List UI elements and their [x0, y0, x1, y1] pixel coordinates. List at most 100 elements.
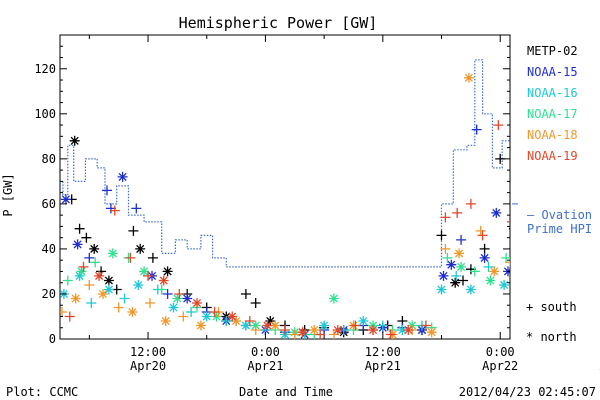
y-tick-label: 100: [34, 107, 56, 121]
data-point-south: [471, 124, 482, 135]
data-point-south: [240, 289, 251, 299]
data-point-north: [195, 320, 206, 331]
data-point-south: [477, 230, 488, 241]
data-point-south: [84, 252, 95, 263]
data-point-south: [250, 325, 261, 335]
data-point-north: [463, 72, 474, 83]
data-point-south: [350, 320, 361, 331]
data-point-north: [135, 243, 146, 254]
data-point-south: [456, 234, 467, 245]
data-point-south: [315, 329, 326, 339]
data-point-south: [178, 311, 189, 322]
y-axis-label: P [GW]: [1, 173, 15, 216]
legend: METP-02 NOAA-15 NOAA-16 NOAA-17 NOAA-18 NOAA-…: [527, 44, 578, 163]
data-point-north: [262, 320, 273, 331]
ovation-legend-label: Prime HPI: [527, 222, 592, 236]
data-point-south: [451, 270, 462, 281]
chart-title: Hemispheric Power [GW]: [179, 14, 378, 32]
data-point-south: [60, 307, 67, 317]
data-point-north: [465, 284, 476, 295]
data-point-north: [438, 270, 449, 281]
data-point-north: [89, 243, 100, 254]
y-tick-label: 0: [49, 332, 56, 346]
data-point-south: [78, 261, 89, 272]
legend-entry-metp-02: METP-02: [527, 44, 578, 58]
data-point-south: [209, 307, 220, 317]
data-point-north: [107, 248, 118, 259]
data-point-south: [440, 243, 451, 254]
data-point-north: [240, 320, 251, 331]
data-point-south: [465, 198, 476, 209]
data-point-north: [436, 284, 447, 295]
data-point-north: [127, 307, 138, 317]
data-point-south: [479, 243, 490, 254]
data-point-north: [158, 275, 169, 286]
data-point-north: [309, 325, 320, 335]
x-axis: 12:00Apr200:00Apr2112:00Apr210:00Apr2212…: [88, 35, 600, 373]
data-point-north: [94, 270, 105, 281]
data-point-north: [456, 261, 467, 272]
data-point-north: [485, 275, 496, 286]
data-point-south: [119, 293, 130, 304]
data-point-south: [174, 289, 185, 299]
data-point-north: [70, 293, 81, 304]
data-point-south: [452, 207, 463, 218]
data-point-north: [446, 259, 457, 270]
x-axis-label: Date and Time: [239, 385, 333, 399]
data-point-south: [505, 257, 510, 268]
legend-entry-noaa-17: NOAA-17: [527, 107, 578, 121]
data-point-south: [475, 225, 486, 236]
x-tick-time: 12:00: [130, 345, 166, 359]
data-point-south: [289, 329, 300, 339]
y-tick-label: 60: [42, 197, 56, 211]
data-point-south: [102, 185, 112, 196]
data-point-south: [420, 320, 431, 331]
data-point-south: [81, 232, 92, 243]
data-point-north: [182, 293, 193, 304]
y-tick-label: 20: [42, 287, 56, 301]
ovation-legend-label: – Ovation: [527, 208, 592, 222]
y-tick-label: 80: [42, 152, 56, 166]
data-point-north: [60, 194, 71, 205]
data-point-north: [74, 270, 85, 281]
data-point-north: [139, 266, 150, 277]
data-point-north: [426, 327, 437, 338]
data-point-north: [168, 302, 179, 313]
data-point-north: [368, 325, 378, 335]
data-point-south: [62, 275, 73, 286]
data-point-north: [103, 275, 114, 286]
data-point-south: [131, 203, 142, 214]
data-point-north: [227, 311, 238, 322]
data-point-north: [491, 207, 502, 218]
data-point-north: [270, 320, 281, 331]
data-point-south: [113, 302, 124, 313]
data-point-south: [250, 298, 261, 308]
data-point-north: [172, 293, 183, 304]
data-point-north: [332, 325, 343, 335]
data-point-south: [458, 275, 468, 286]
data-point-north: [69, 135, 80, 146]
data-point-north: [454, 248, 465, 259]
data-point-south: [143, 270, 153, 281]
data-point-north: [328, 293, 339, 304]
data-point-south: [483, 261, 494, 272]
data-point-north: [319, 320, 330, 331]
marker-legend-south: + south: [526, 300, 577, 314]
data-point-north: [201, 311, 212, 322]
data-point-north: [160, 316, 171, 326]
data-point-north: [72, 239, 83, 250]
data-point-south: [109, 205, 120, 216]
data-point-north: [479, 252, 490, 263]
data-point-south: [493, 120, 504, 131]
data-point-south: [64, 311, 75, 322]
data-point-south: [377, 320, 388, 331]
data-point-north: [265, 316, 276, 326]
data-point-south: [147, 252, 158, 263]
data-point-north: [489, 266, 500, 277]
legend-entry-noaa-19: NOAA-19: [527, 149, 578, 163]
data-point-north: [297, 327, 308, 338]
data-point-south: [507, 221, 510, 223]
data-point-south: [145, 298, 155, 308]
data-point-south: [442, 252, 453, 263]
